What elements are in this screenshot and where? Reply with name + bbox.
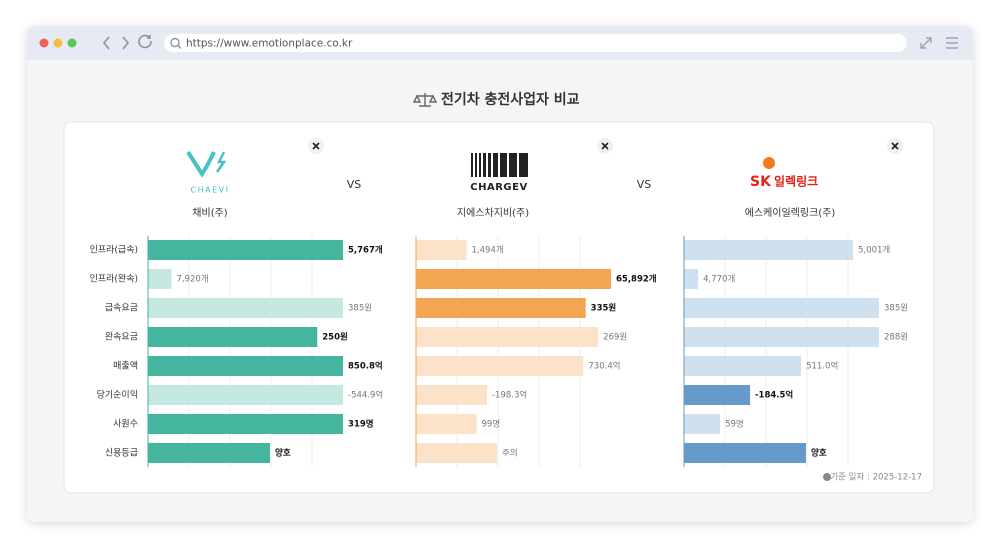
value-label: 319명 — [348, 419, 374, 430]
title-icon — [412, 93, 438, 107]
metric-label: 신용등급 — [105, 448, 138, 459]
value-label: 385원 — [348, 304, 372, 314]
bar — [148, 385, 343, 405]
value-label: 65,892개 — [616, 274, 657, 285]
metric-label: 인프라(완속) — [90, 274, 138, 285]
expand[interactable] — [920, 37, 932, 49]
value-label: 주의 — [502, 448, 518, 459]
bar — [148, 443, 270, 463]
bar — [416, 240, 467, 260]
value-label: 850.8억 — [348, 361, 383, 372]
value-label: -184.5억 — [755, 390, 793, 401]
value-label: 7,920개 — [176, 274, 208, 285]
value-label: -198.3억 — [492, 390, 527, 401]
bar — [684, 356, 802, 376]
footer-date: 기준 일자 : 2025-12-17 — [830, 473, 922, 483]
value-label: 250원 — [322, 332, 348, 343]
bar — [416, 298, 586, 318]
logo: 일렉링크 — [774, 174, 818, 189]
value-label: 269원 — [603, 333, 627, 343]
url: https://www.emotionplace.co.kr — [186, 38, 353, 50]
remove-button[interactable] — [308, 138, 324, 154]
company-name: 지에스차지비(주) — [457, 207, 529, 219]
bar — [416, 414, 477, 434]
logo-mark — [186, 150, 216, 178]
search-icon — [177, 45, 182, 49]
bar — [416, 385, 487, 405]
close-dot[interactable] — [39, 38, 49, 48]
metric-label: 당기순이익 — [97, 389, 138, 401]
logo-mark — [763, 157, 775, 169]
metric-label: 급속요금 — [105, 303, 138, 314]
value-label: 4,770개 — [703, 274, 735, 285]
bar — [684, 298, 879, 318]
logo: CHARGEV — [470, 182, 527, 193]
bar — [684, 240, 854, 260]
remove-button[interactable] — [887, 138, 903, 154]
bar — [684, 269, 699, 289]
bar — [416, 327, 599, 347]
max-dot[interactable] — [67, 38, 77, 48]
menu[interactable] — [946, 37, 958, 49]
search-icon — [170, 37, 180, 48]
value-label: 511.0억 — [806, 361, 838, 372]
logo-mark — [215, 151, 227, 173]
url-bar[interactable] — [164, 34, 907, 52]
bar — [148, 269, 172, 289]
clock-icon — [823, 473, 831, 481]
back[interactable] — [102, 36, 110, 50]
bar — [684, 385, 751, 405]
vs: VS — [347, 178, 362, 191]
bar — [416, 269, 611, 289]
bar — [148, 298, 343, 318]
company-name: 에스케이일렉링크(주) — [745, 207, 836, 219]
logo: SK — [750, 174, 772, 190]
min-dot[interactable] — [53, 38, 63, 48]
value-label: 5,767개 — [348, 245, 383, 256]
value-label: 99명 — [482, 419, 501, 430]
value-label: 730.4억 — [588, 361, 620, 372]
bar — [416, 443, 497, 463]
bar — [416, 356, 584, 376]
value-label: 335원 — [591, 303, 617, 314]
value-label: 288원 — [884, 333, 908, 343]
vs: VS — [637, 178, 652, 191]
logo-mark — [471, 153, 528, 177]
company-name: 채비(주) — [192, 207, 228, 219]
remove-button[interactable] — [597, 138, 613, 154]
bar — [148, 414, 343, 434]
forward[interactable] — [122, 36, 130, 50]
metric-label: 매출액 — [113, 360, 138, 372]
bar — [684, 414, 721, 434]
logo: CHAEVI — [191, 186, 230, 195]
bar — [148, 356, 343, 376]
metric-label: 인프라(급속) — [90, 245, 138, 256]
value-label: 양호 — [275, 448, 291, 459]
value-label: 5,001개 — [858, 245, 890, 256]
bar — [684, 327, 879, 347]
value-label: 양호 — [811, 448, 827, 459]
value-label: -544.9억 — [348, 390, 383, 401]
metric-label: 완속요금 — [105, 332, 138, 343]
reload[interactable] — [138, 34, 152, 49]
metric-label: 사원수 — [113, 419, 138, 430]
bar — [684, 443, 806, 463]
bar — [148, 240, 343, 260]
page-title: 전기차 충전사업자 비교 — [441, 91, 580, 108]
value-label: 1,494개 — [472, 245, 504, 256]
value-label: 59명 — [725, 419, 744, 430]
bar — [148, 327, 318, 347]
value-label: 385원 — [884, 304, 908, 314]
